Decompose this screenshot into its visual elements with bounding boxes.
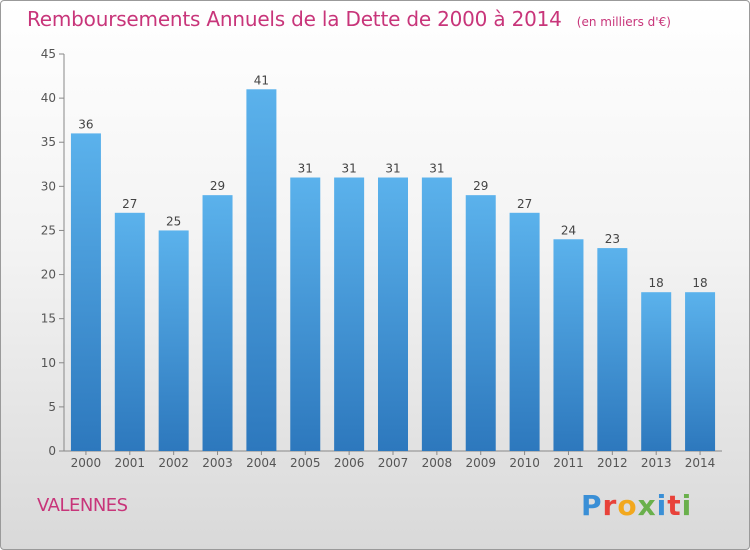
x-tick-label: 2008	[422, 456, 453, 470]
bar	[465, 195, 496, 451]
logo-letter: o	[617, 489, 638, 522]
x-tick-label: 2011	[553, 456, 584, 470]
y-tick-label: 0	[48, 444, 56, 458]
bar	[685, 292, 716, 451]
data-label: 31	[429, 162, 444, 176]
x-tick-label: 2004	[246, 456, 277, 470]
data-label: 24	[561, 223, 576, 237]
data-label: 36	[78, 117, 93, 131]
logo-letter: x	[637, 489, 657, 522]
bar	[597, 248, 628, 451]
chart-title-row: Remboursements Annuels de la Dette de 20…	[27, 7, 671, 31]
x-tick-label: 2009	[465, 456, 496, 470]
bar	[334, 177, 365, 451]
x-tick-label: 2003	[202, 456, 233, 470]
y-tick-label: 5	[48, 400, 56, 414]
data-label: 27	[122, 197, 137, 211]
bar	[553, 239, 584, 451]
proxiti-logo: Proxiti	[581, 489, 692, 522]
data-label: 31	[341, 162, 356, 176]
data-label: 31	[385, 162, 400, 176]
bar	[114, 212, 145, 451]
logo-letter: r	[602, 489, 618, 522]
x-tick-label: 2012	[597, 456, 628, 470]
bar	[246, 89, 277, 452]
y-tick-label: 45	[41, 47, 56, 61]
logo-letter: i	[656, 489, 668, 522]
bar	[158, 230, 189, 451]
chart-title: Remboursements Annuels de la Dette de 20…	[27, 7, 562, 31]
x-tick-label: 2005	[290, 456, 321, 470]
y-tick-label: 35	[41, 135, 56, 149]
y-tick-label: 30	[41, 179, 56, 193]
x-tick-label: 2007	[378, 456, 409, 470]
data-label: 31	[298, 162, 313, 176]
bar	[70, 133, 101, 451]
bar	[421, 177, 452, 451]
town-name: VALENNES	[37, 495, 128, 516]
x-tick-label: 2014	[685, 456, 716, 470]
data-label: 25	[166, 214, 181, 228]
bar	[378, 177, 408, 451]
bar	[290, 177, 321, 451]
x-tick-label: 2002	[158, 456, 189, 470]
logo-letter: P	[581, 489, 603, 522]
data-label: 29	[210, 179, 225, 193]
chart-unit: (en milliers d'€)	[576, 15, 671, 29]
x-tick-label: 2010	[509, 456, 540, 470]
data-label: 18	[692, 276, 707, 290]
y-tick-label: 25	[41, 223, 56, 237]
x-tick-label: 2006	[334, 456, 365, 470]
bar	[641, 292, 672, 451]
data-label: 41	[254, 73, 269, 87]
data-label: 18	[649, 276, 664, 290]
bar	[202, 195, 233, 451]
y-tick-label: 15	[41, 312, 56, 326]
x-tick-label: 2000	[71, 456, 102, 470]
x-tick-label: 2001	[115, 456, 146, 470]
data-label: 27	[517, 197, 532, 211]
bar	[509, 212, 540, 451]
logo-letter: t	[667, 489, 682, 522]
logo-letter: i	[681, 489, 693, 522]
x-tick-label: 2013	[641, 456, 672, 470]
y-tick-label: 20	[41, 268, 56, 282]
y-tick-label: 40	[41, 91, 56, 105]
data-label: 29	[473, 179, 488, 193]
data-label: 23	[605, 232, 620, 246]
y-tick-label: 10	[41, 356, 56, 370]
